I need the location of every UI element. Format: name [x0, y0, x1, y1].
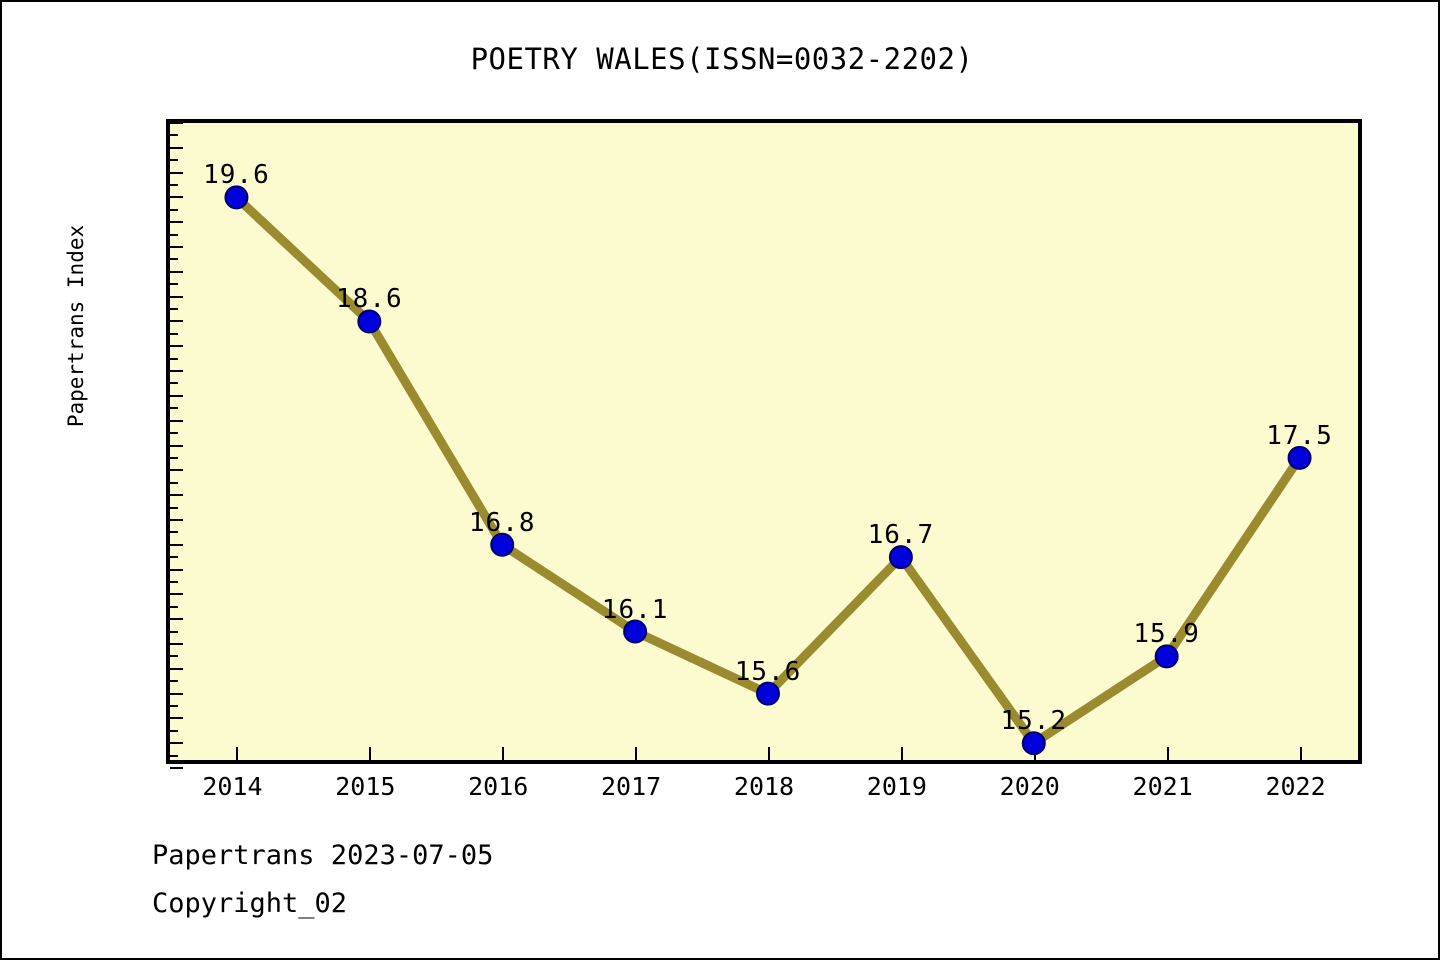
data-point-marker [1287, 445, 1312, 470]
y-minor-tick-mark [170, 729, 178, 732]
y-minor-tick-mark [170, 456, 178, 459]
series-markers [224, 185, 1312, 756]
y-minor-tick-mark [170, 283, 178, 286]
y-tick-mark [170, 345, 183, 348]
x-tick-label: 2021 [1132, 772, 1193, 801]
y-minor-tick-mark [170, 605, 178, 608]
y-tick-mark [170, 642, 183, 645]
series-layer [224, 185, 1312, 756]
page-title: POETRY WALES(ISSN=0032-2202) [470, 42, 974, 76]
y-tick-mark [170, 370, 183, 373]
y-tick-mark [170, 618, 183, 621]
x-tick-label: 2022 [1265, 772, 1326, 801]
x-tick-mark [502, 747, 505, 760]
data-point-label: 17.5 [1266, 420, 1333, 451]
y-tick-mark [170, 667, 183, 670]
y-minor-tick-mark [170, 184, 178, 187]
data-point-label: 16.8 [468, 507, 536, 538]
y-tick-mark [170, 767, 183, 769]
y-tick-mark [170, 419, 183, 422]
y-tick-mark [170, 593, 183, 596]
y-minor-tick-mark [170, 208, 178, 211]
y-tick-mark [170, 221, 183, 224]
x-tick-mark [1166, 747, 1169, 760]
data-point-marker [357, 309, 382, 334]
data-point-label: 19.6 [203, 160, 270, 191]
x-tick-label: 2016 [468, 772, 529, 801]
y-minor-tick-mark [170, 308, 178, 311]
x-tick-label: 2017 [601, 772, 662, 801]
plot-area: 20.220.019.819.619.419.219.018.818.618.4… [166, 119, 1362, 769]
x-tick-mark [768, 747, 770, 760]
y-tick-mark [170, 444, 183, 447]
y-minor-tick-mark [170, 332, 178, 335]
y-tick-mark [170, 742, 183, 745]
y-tick-mark [170, 295, 183, 298]
plot-inner: 20.220.019.819.619.419.219.018.818.618.4… [170, 122, 1358, 769]
y-axis-title: Papertrans Index [64, 224, 88, 428]
data-point-label: 18.6 [336, 284, 403, 315]
y-tick-mark [170, 270, 183, 273]
y-tick-mark [170, 717, 183, 720]
y-minor-tick-mark [170, 754, 178, 757]
data-point-marker [224, 185, 249, 210]
y-tick-mark [170, 494, 183, 497]
y-minor-tick-mark [170, 531, 178, 534]
y-tick-mark [170, 692, 183, 695]
y-minor-tick-mark [170, 680, 178, 683]
y-minor-tick-mark [170, 432, 178, 435]
y-minor-tick-mark [170, 655, 178, 658]
data-point-marker [756, 681, 780, 706]
y-tick-mark [170, 246, 183, 249]
x-tick-mark [900, 747, 903, 760]
y-minor-tick-mark [170, 704, 178, 707]
y-minor-tick-mark [170, 481, 178, 484]
y-tick-mark [170, 469, 183, 472]
data-point-marker [1154, 644, 1179, 669]
data-point-marker [623, 619, 648, 644]
data-point-label: 15.9 [1133, 619, 1200, 650]
y-tick-mark [170, 518, 183, 521]
data-point-label: 15.2 [1000, 706, 1068, 737]
y-minor-tick-mark [170, 159, 178, 162]
y-minor-tick-mark [170, 630, 178, 633]
data-point-marker [888, 545, 913, 570]
x-tick-mark [369, 747, 372, 760]
x-tick-label: 2020 [999, 772, 1060, 801]
y-minor-tick-mark [170, 407, 178, 410]
x-tick-label: 2019 [866, 772, 927, 801]
y-tick-mark [170, 171, 183, 174]
y-minor-tick-mark [170, 580, 178, 583]
y-minor-tick-mark [170, 382, 178, 385]
x-tick-mark [236, 747, 239, 760]
y-minor-tick-mark [170, 357, 178, 360]
y-minor-tick-mark [170, 506, 178, 509]
y-minor-tick-mark [170, 233, 178, 236]
x-tick-mark [635, 747, 638, 760]
x-tick-label: 2018 [733, 772, 795, 801]
y-tick-mark [170, 196, 183, 199]
y-tick-mark [170, 568, 183, 571]
y-tick-mark [170, 122, 183, 124]
y-tick-mark [170, 394, 183, 397]
y-minor-tick-mark [170, 258, 178, 261]
data-point-label: 15.6 [734, 656, 802, 687]
y-minor-tick-mark [170, 556, 178, 559]
y-tick-mark [170, 146, 183, 149]
y-tick-mark [170, 320, 183, 323]
data-point-label: 16.7 [867, 520, 935, 551]
data-point-marker [1021, 731, 1046, 756]
data-point-marker [490, 532, 515, 557]
footer-copyright-line: Copyright_02 [152, 888, 348, 919]
x-tick-label: 2014 [202, 772, 263, 801]
data-point-label: 16.1 [601, 594, 669, 625]
y-minor-tick-mark [170, 134, 178, 137]
x-tick-label: 2015 [335, 772, 396, 801]
y-tick-mark [170, 543, 183, 546]
footer-source-line: Papertrans 2023-07-05 [152, 840, 494, 871]
x-tick-mark [1299, 747, 1302, 760]
